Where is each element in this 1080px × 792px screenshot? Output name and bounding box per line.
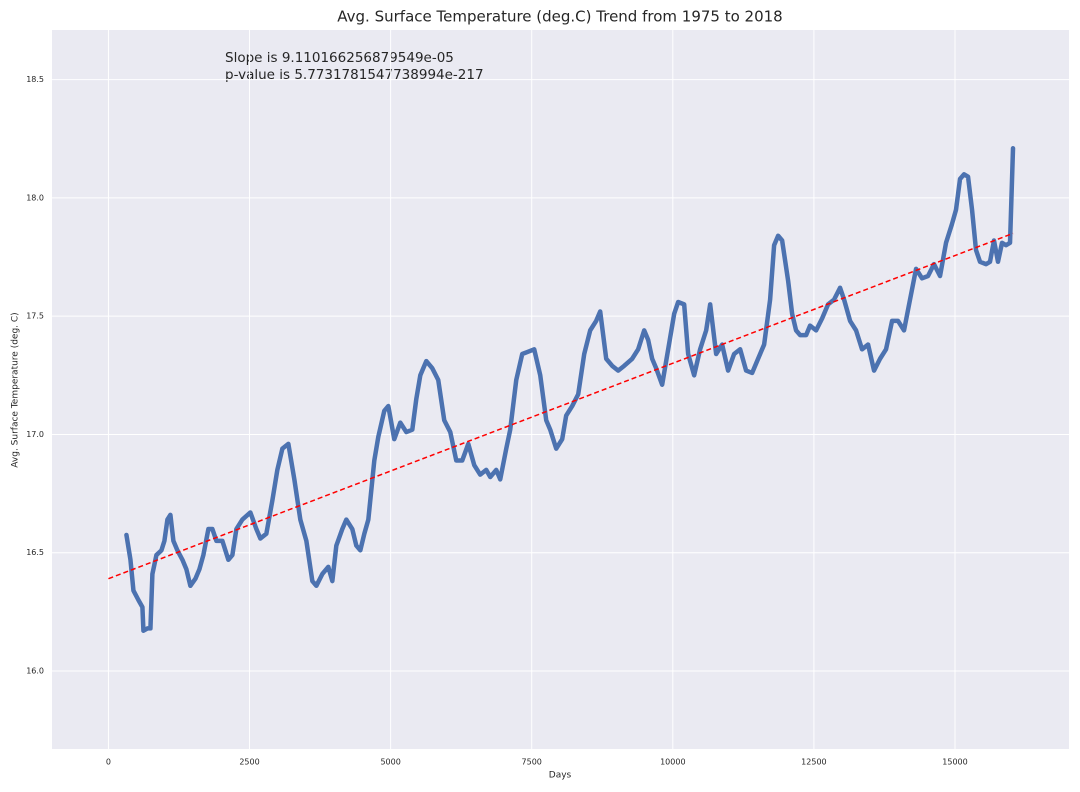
x-tick-label: 15000 bbox=[942, 758, 967, 767]
chart-title: Avg. Surface Temperature (deg.C) Trend f… bbox=[337, 8, 782, 26]
annotation: p-value is 5.7731781547738994e-217 bbox=[225, 67, 484, 83]
y-tick-label: 17.0 bbox=[26, 430, 44, 439]
x-tick-label: 12500 bbox=[801, 758, 826, 767]
y-tick-label: 18.0 bbox=[26, 193, 44, 202]
y-tick-label: 16.0 bbox=[26, 666, 44, 675]
x-tick-label: 0 bbox=[106, 758, 111, 767]
y-axis-label: Avg. Surface Temperature (deg. C) bbox=[11, 312, 21, 467]
y-tick-label: 17.5 bbox=[26, 312, 44, 321]
x-tick-label: 2500 bbox=[239, 758, 259, 767]
trend-line bbox=[108, 232, 1014, 580]
x-tick-label: 10000 bbox=[660, 758, 685, 767]
data-line bbox=[124, 146, 1016, 633]
x-tick-label: 7500 bbox=[522, 758, 542, 767]
annotation: Slope is 9.110166256879549e-05 bbox=[225, 50, 454, 66]
x-axis-label: Days bbox=[549, 771, 572, 781]
plot-area bbox=[52, 30, 1069, 749]
x-tick-label: 5000 bbox=[380, 758, 400, 767]
y-tick-label: 16.5 bbox=[26, 548, 44, 557]
y-tick-label: 18.5 bbox=[26, 75, 44, 84]
